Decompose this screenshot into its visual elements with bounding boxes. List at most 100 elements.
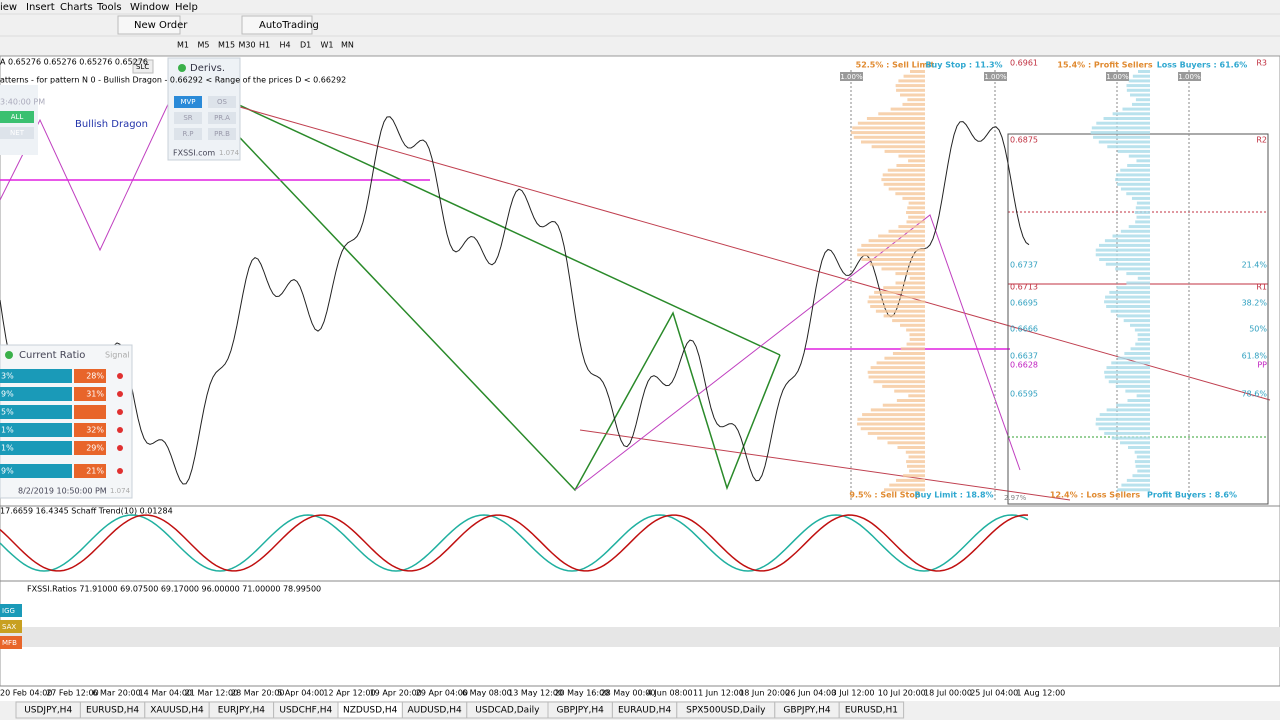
derivs-button[interactable] [208,96,236,108]
profile-bar [875,309,925,313]
left-button[interactable] [0,127,34,139]
profile-bar [1127,446,1150,449]
timeframe[interactable]: M30 [239,41,256,50]
tab[interactable] [838,701,905,719]
profile-bar [884,356,925,360]
profile-bar [1134,460,1150,464]
timeframe[interactable]: MN [341,41,354,50]
level-price: 0.6628 [1010,361,1038,370]
derivs-button-label: OS [217,98,228,106]
ratio-title: Current Ratio [19,350,85,361]
x-tick-label: 27 Feb 12:00 [46,689,98,698]
timeframe[interactable]: H4 [280,41,291,50]
x-tick-label: 18 Jul 00:00 [924,689,972,698]
profile-bar [1135,464,1150,468]
profile-bar [1099,243,1150,247]
level-tag: 38.2% [1242,299,1268,308]
left-button-label: NET [10,129,25,137]
ratio-bar-left [0,441,72,455]
menu-item[interactable]: Help [175,2,198,13]
profile-bar [1127,164,1150,167]
profile-bar [1136,201,1150,205]
menu-item[interactable]: Tools [96,2,122,13]
profile-bar [1093,135,1150,139]
scale-label: 1.00% [840,73,863,81]
x-tick-label: 25 Jul 04:00 [970,689,1018,698]
x-tick-label: 6 May 08:00 [462,689,512,698]
profile-bar [857,121,925,125]
profile-bar [862,413,925,417]
profile-bar [896,478,925,482]
tab-label: NZDUSD,H4 [343,706,398,716]
tab-label: USDJPY,H4 [24,706,72,716]
slc-button[interactable] [132,59,154,74]
signal-dot [117,373,123,379]
profile-bar [1091,126,1150,130]
x-tick-label: 12 Apr 12:00 [323,689,375,698]
sentiment-label: 15.4% : Profit Sellers [1057,61,1152,70]
menu-item[interactable]: Window [130,2,169,13]
profile-bar [1099,258,1150,261]
profile-bar [874,290,925,294]
tab-label: USDCAD,Daily [475,706,540,716]
profile-bar [898,154,925,158]
timeframe[interactable]: M1 [177,41,189,50]
profile-bar [907,206,925,210]
profile-bar [1137,333,1150,337]
profile-bar [903,74,925,78]
timeframe[interactable]: M15 [218,41,235,50]
profile-bar [877,436,925,440]
level-price: 0.6637 [1010,352,1038,361]
profile-bar [1123,319,1150,323]
derivs-button[interactable] [174,112,202,124]
x-tick-label: 4 Jun 08:00 [647,689,693,698]
profile-bar [1138,70,1150,73]
status-dot [5,351,13,359]
sentiment-label: 12.4% : Loss Sellers [1050,491,1140,500]
x-tick-label: 14 Mar 04:00 [139,689,192,698]
profile-bar [1115,178,1150,182]
profile-bar [1106,408,1150,412]
derivs-button[interactable] [174,128,202,140]
profile-bar [867,431,925,435]
signal-dot [117,427,123,433]
timeframe[interactable]: W1 [321,41,334,50]
profile-bar [882,403,925,407]
profile-bar [895,84,925,88]
timeframe[interactable]: H1 [259,41,270,50]
autotrading-button[interactable] [241,15,313,35]
profile-bar [888,187,925,191]
level-price: 0.6666 [1010,325,1038,334]
menu-item[interactable]: Insert [26,2,55,13]
left-button[interactable] [0,111,34,123]
profile-bar [882,173,925,177]
profile-bar [908,215,925,219]
tab-label: EURAUD,H4 [618,706,671,716]
timeframe[interactable]: D1 [300,41,311,50]
profile-bar [1117,149,1150,153]
x-tick-label: 3 Jul 12:00 [832,689,875,698]
ratio-bar-left [0,369,72,383]
profile-bar [1115,267,1150,271]
left-time: 3:40:00 PM [0,98,45,107]
profile-bar [861,243,925,247]
ratio-right: 32% [86,426,104,435]
derivs-button[interactable] [174,96,202,108]
derivs-button[interactable] [208,128,236,140]
derivs-button[interactable] [208,112,236,124]
profile-bar [883,182,925,186]
profile-bar [1104,239,1150,243]
new-order-button[interactable] [117,15,181,35]
profile-bar [896,88,925,92]
tab-label: EURUSD,H4 [86,706,139,716]
price-series [0,70,1150,572]
profile-bar [1104,375,1150,379]
menu-item[interactable]: Charts [60,2,93,13]
profile-bar [1136,394,1150,398]
timeframe[interactable]: M5 [198,41,210,50]
menu-item[interactable]: iew [0,2,17,13]
tab-label: SPX500USD,Daily [686,706,766,716]
profile-bar [1126,281,1150,285]
tab-label: EURJPY,H4 [218,706,266,716]
profile-bar [871,145,925,149]
